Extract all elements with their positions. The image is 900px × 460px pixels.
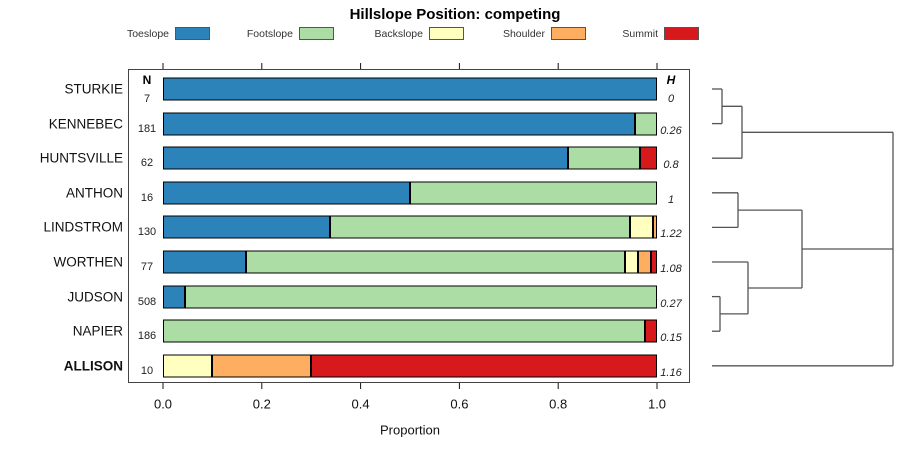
bar-segment-summit bbox=[650, 250, 657, 274]
h-value-anthon: 1 bbox=[667, 193, 675, 206]
h-value-kennebec: 0.26 bbox=[660, 124, 682, 137]
row-label-kennebec: KENNEBEC bbox=[48, 116, 123, 132]
n-value-worthen: 77 bbox=[140, 261, 154, 273]
row-label-allison: ALLISON bbox=[63, 358, 123, 374]
x-axis-label: Proportion bbox=[380, 422, 440, 438]
row-label-huntsville: HUNTSVILLE bbox=[39, 150, 123, 166]
bar-segment-backslope bbox=[630, 215, 654, 239]
x-tick-label: 0.0 bbox=[153, 396, 173, 412]
h-value-allison: 1.16 bbox=[660, 366, 682, 379]
legend-swatch-footslope bbox=[299, 27, 334, 40]
bar-lindstrom bbox=[163, 215, 657, 239]
x-tick-label: 0.8 bbox=[549, 396, 568, 412]
n-column-header: N bbox=[142, 73, 152, 87]
legend-swatch-summit bbox=[664, 27, 699, 40]
bar-segment-footslope bbox=[185, 285, 657, 309]
n-value-napier: 186 bbox=[137, 330, 157, 343]
bar-segment-toeslope bbox=[163, 112, 636, 136]
chart-title: Hillslope Position: competing bbox=[349, 6, 561, 23]
h-value-huntsville: 0.8 bbox=[663, 159, 679, 172]
x-tick-label: 0.6 bbox=[450, 396, 469, 412]
legend-item-backslope: Backslope bbox=[308, 26, 464, 41]
bar-kennebec bbox=[163, 112, 657, 136]
n-value-judson: 508 bbox=[137, 295, 157, 308]
legend-label: Backslope bbox=[374, 27, 423, 40]
bar-segment-summit bbox=[311, 354, 657, 378]
bar-segment-toeslope bbox=[163, 250, 247, 274]
legend-label: Toeslope bbox=[126, 27, 169, 40]
bar-segment-footslope bbox=[163, 319, 646, 343]
legend-swatch-toeslope bbox=[175, 27, 210, 40]
row-label-sturkie: STURKIE bbox=[64, 81, 123, 97]
row-label-worthen: WORTHEN bbox=[53, 254, 124, 270]
bar-huntsville bbox=[163, 146, 657, 170]
x-tick-label: 0.4 bbox=[351, 396, 370, 412]
legend-label: Shoulder bbox=[502, 27, 545, 40]
legend-item-summit: Summit bbox=[543, 26, 699, 41]
bar-segment-toeslope bbox=[163, 77, 657, 101]
legend-label: Footslope bbox=[246, 27, 293, 40]
legend-swatch-shoulder bbox=[551, 27, 586, 40]
bar-segment-shoulder bbox=[653, 215, 657, 239]
h-value-judson: 0.27 bbox=[660, 297, 682, 310]
row-label-anthon: ANTHON bbox=[66, 185, 123, 201]
bar-segment-toeslope bbox=[163, 181, 410, 205]
x-tick-label: 1.0 bbox=[647, 396, 667, 412]
bar-worthen bbox=[163, 250, 657, 274]
bar-segment-toeslope bbox=[163, 215, 330, 239]
bar-segment-toeslope bbox=[163, 285, 186, 309]
bar-judson bbox=[163, 285, 657, 309]
h-value-sturkie: 0 bbox=[667, 93, 675, 105]
row-label-lindstrom: LINDSTROM bbox=[43, 219, 123, 235]
n-value-sturkie: 7 bbox=[143, 93, 151, 105]
n-value-huntsville: 62 bbox=[140, 157, 154, 170]
n-value-allison: 10 bbox=[140, 364, 154, 377]
n-value-anthon: 16 bbox=[140, 191, 154, 204]
x-tick-label: 0.2 bbox=[252, 396, 271, 412]
legend-label: Summit bbox=[622, 27, 658, 40]
n-value-lindstrom: 130 bbox=[137, 226, 157, 239]
legend-swatch-backslope bbox=[429, 27, 464, 40]
h-column-header: H bbox=[666, 73, 676, 87]
bar-segment-toeslope bbox=[163, 146, 569, 170]
bar-segment-footslope bbox=[635, 112, 657, 136]
h-value-napier: 0.15 bbox=[660, 332, 682, 345]
h-value-lindstrom: 1.22 bbox=[660, 228, 682, 241]
n-value-kennebec: 181 bbox=[137, 122, 157, 135]
bar-segment-footslope bbox=[568, 146, 640, 170]
row-label-judson: JUDSON bbox=[67, 289, 123, 305]
bar-segment-shoulder bbox=[212, 354, 312, 378]
legend-item-toeslope: Toeslope bbox=[54, 26, 210, 41]
bar-segment-footslope bbox=[410, 181, 657, 205]
bar-segment-backslope bbox=[624, 250, 638, 274]
legend-item-shoulder: Shoulder bbox=[430, 26, 586, 41]
bar-segment-footslope bbox=[246, 250, 625, 274]
bar-segment-summit bbox=[639, 146, 657, 170]
row-label-napier: NAPIER bbox=[72, 323, 123, 339]
bar-sturkie bbox=[163, 77, 657, 101]
bar-allison bbox=[163, 354, 657, 378]
bar-segment-shoulder bbox=[637, 250, 651, 274]
bar-napier bbox=[163, 319, 657, 343]
bar-segment-summit bbox=[645, 319, 657, 343]
bar-segment-footslope bbox=[329, 215, 631, 239]
legend-item-footslope: Footslope bbox=[178, 26, 334, 41]
bar-anthon bbox=[163, 181, 657, 205]
h-value-worthen: 1.08 bbox=[660, 263, 682, 275]
bar-segment-backslope bbox=[163, 354, 213, 378]
